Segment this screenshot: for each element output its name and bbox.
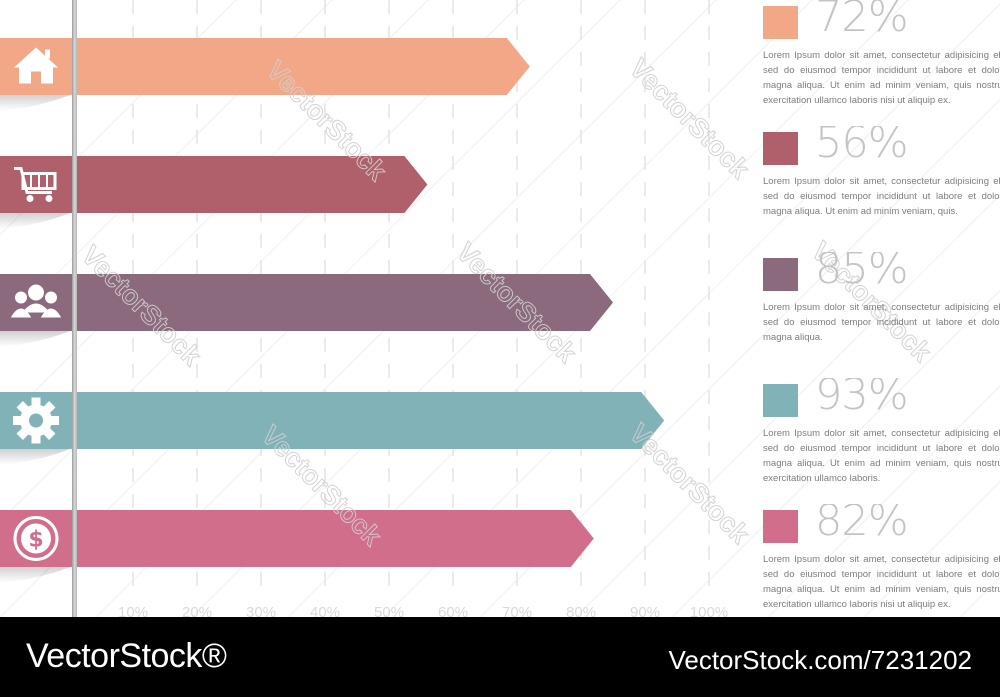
x-tick-label: 100% [690, 604, 728, 617]
x-tick-label: 20% [182, 604, 212, 617]
watermark: VectorStock [624, 53, 756, 185]
legend-description: Lorem Ipsum dolor sit amet, consectetur … [763, 428, 1000, 484]
cart-icon [14, 167, 57, 202]
bar-chart: $ 10% 20% 30% 40% 50% 60% 70% 80% 90% 100% Vector… [0, 0, 1000, 617]
x-tick-label: 90% [630, 604, 660, 617]
legend-description: Lorem Ipsum dolor sit amet, consectetur … [763, 176, 1000, 217]
x-tick-label: 50% [374, 604, 404, 617]
bar-4 [0, 392, 665, 465]
svg-text:$: $ [28, 528, 43, 553]
bar-arrow [0, 510, 594, 567]
legend-value: 85% [815, 252, 909, 294]
x-tick-label: 80% [566, 604, 596, 617]
legend-value: 56% [815, 126, 909, 168]
watermark: VectorStock [624, 418, 756, 550]
legend-description: Lorem Ipsum dolor sit amet, consectetur … [763, 302, 1000, 343]
legend-item: 72% Lorem Ipsum dolor sit amet, consectet… [763, 0, 1000, 122]
legend-swatch [763, 384, 798, 417]
legend-item: 85% Lorem Ipsum dolor sit amet, consectet… [763, 252, 1000, 374]
legend-swatch [763, 510, 798, 543]
bar-2 [0, 156, 428, 229]
bar-arrow [0, 274, 613, 331]
x-tick-label: 60% [438, 604, 468, 617]
x-tick-label: 30% [246, 604, 276, 617]
footer-brand: VectorStock® [26, 637, 227, 675]
x-tick-label: 40% [310, 604, 340, 617]
infographic-stage: $ 10% 20% 30% 40% 50% 60% 70% 80% 90% 100% Vector… [0, 0, 1000, 617]
legend-item: 82% Lorem Ipsum dolor sit amet, consectet… [763, 504, 1000, 617]
users-icon [10, 284, 62, 318]
legend-value: 93% [815, 378, 909, 420]
legend-swatch [763, 6, 798, 39]
legend-value: 72% [815, 0, 909, 42]
bar-5: $ [0, 510, 594, 583]
bar-arrow [0, 156, 428, 213]
legend-item: 93% Lorem Ipsum dolor sit amet, consectet… [763, 378, 1000, 500]
axis-spine [72, 0, 77, 617]
legend-swatch [763, 258, 798, 291]
gear-icon [13, 397, 59, 444]
footer-url: VectorStock.com/7231202 [668, 645, 972, 675]
legend-item: 56% Lorem Ipsum dolor sit amet, consectet… [763, 126, 1000, 248]
footer-bar: VectorStock® VectorStock.com/7231202 [0, 617, 1000, 697]
bar-arrow [0, 392, 665, 449]
x-tick-label: 10% [118, 604, 148, 617]
dollar-icon: $ [13, 516, 59, 561]
bar-3 [0, 274, 613, 347]
home-icon [14, 47, 58, 84]
bar-arrow [0, 38, 530, 95]
x-tick-label: 70% [502, 604, 532, 617]
bar-1 [0, 38, 530, 111]
legend-description: Lorem Ipsum dolor sit amet, consectetur … [763, 50, 1000, 106]
legend-swatch [763, 132, 798, 165]
legend-description: Lorem Ipsum dolor sit amet, consectetur … [763, 554, 1000, 610]
legend-value: 82% [815, 504, 909, 546]
